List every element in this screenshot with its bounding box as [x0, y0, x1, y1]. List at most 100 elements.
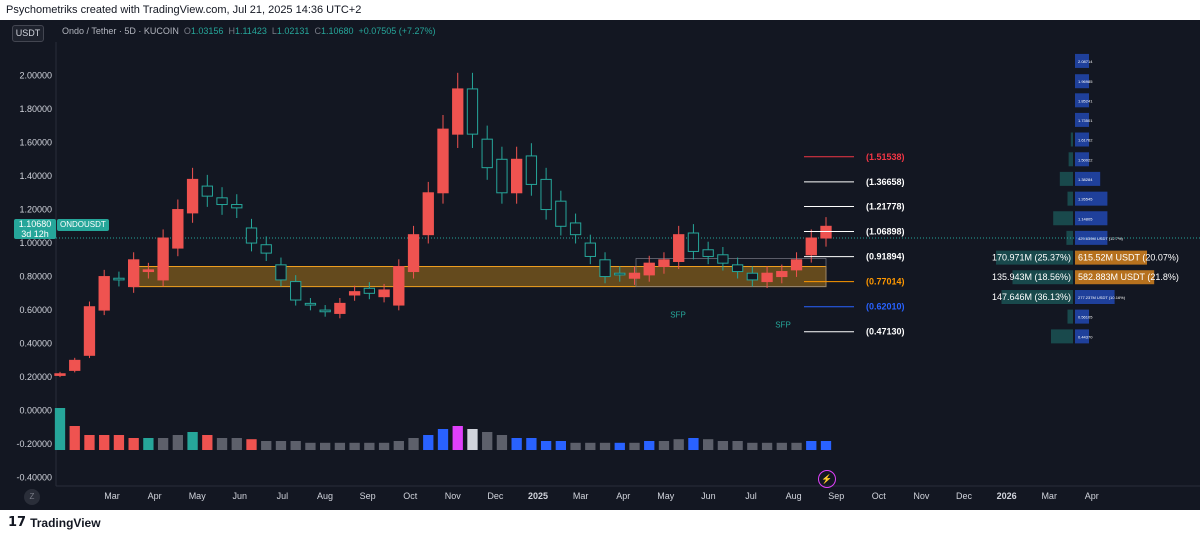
legend-open: 1.03156 [190, 26, 224, 36]
volume-bar [187, 432, 198, 450]
candle-body [820, 225, 832, 239]
candle-body [776, 271, 788, 278]
chart-canvas[interactable]: 2.00000 1.80000 1.60000 1.40000 1.20000 1.000… [0, 0, 1200, 510]
x-tick-label: May [189, 491, 207, 501]
sfp-annotation: SFP [670, 310, 686, 319]
candle-body [717, 254, 729, 264]
fib-level-label: (0.47130) [866, 327, 905, 337]
volume-bar [275, 441, 287, 450]
candle-body [628, 272, 641, 279]
volume-bar [688, 438, 699, 450]
sfp-annotation: SFP [775, 320, 791, 329]
x-tick-label: Jul [277, 491, 289, 501]
candle-body [304, 302, 317, 306]
fib-level-label: (1.06898) [866, 226, 905, 236]
candle-body [437, 128, 449, 194]
candle-body [69, 359, 81, 371]
candle-body [525, 155, 538, 185]
range-box [635, 258, 827, 287]
y-tick-label: 0.60000 [19, 305, 52, 315]
candle-body [98, 276, 110, 311]
vp-right-bar [1075, 329, 1089, 344]
y-tick-label: 0.00000 [19, 406, 52, 416]
volume-bar [319, 442, 331, 450]
vp-left-bar [1059, 171, 1073, 186]
candle-body [481, 138, 493, 169]
vp-left-label: 170.971M (25.37%) [992, 253, 1071, 263]
volume-bar [540, 441, 552, 450]
candle-body [422, 192, 434, 236]
time-zone-button[interactable]: Z [24, 489, 40, 505]
candle-body [172, 209, 184, 249]
candle-body [127, 259, 140, 288]
vp-right-bar [1075, 270, 1155, 285]
symbol-search-button[interactable]: USDT [12, 25, 44, 42]
volume-bar [614, 442, 625, 450]
x-tick-label: Oct [403, 491, 418, 501]
vp-right-bar [1075, 93, 1089, 108]
volume-bar [570, 442, 581, 450]
volume-bar [482, 432, 493, 450]
volume-bar [349, 442, 360, 450]
fib-level-label: (0.77014) [866, 277, 905, 287]
x-tick-label: Nov [445, 491, 462, 501]
candle-body [452, 88, 464, 135]
fib-level-label: (0.62010) [866, 302, 905, 312]
chart-legend: Ondo / Tether · 5D · KUCOIN O1.03156 H1.… [62, 26, 436, 36]
volume-bar [84, 435, 95, 450]
candle-body [363, 287, 376, 294]
x-tick-label: Mar [573, 491, 589, 501]
candle-body [584, 242, 596, 257]
x-tick-label: Aug [786, 491, 802, 501]
legend-change: +0.07505 (+7.27%) [358, 26, 436, 36]
volume-bar [423, 435, 434, 450]
vp-right-label: 2.08714 [1078, 59, 1093, 64]
vp-right-label: 1.14805 [1078, 216, 1093, 221]
tradingview-logo[interactable]: 17 TradingView [8, 515, 101, 530]
candle-body [746, 272, 759, 281]
candle-body [290, 281, 302, 301]
vp-right-label: 582.883M USDT (21.8%) [1078, 272, 1179, 282]
vp-right-label: 0.44370 [1078, 334, 1093, 339]
volume-bar [54, 408, 66, 450]
volume-bar [452, 426, 463, 450]
legend-h-label: H [228, 26, 235, 36]
vp-left-bar [996, 250, 1073, 265]
x-tick-label: Sep [828, 491, 844, 501]
volume-bar [261, 441, 272, 450]
y-tick-label: 2.00000 [19, 71, 52, 81]
y-tick-label: 1.00000 [19, 238, 52, 248]
footer-bar: 17 TradingView [0, 510, 1200, 533]
volume-bar [747, 442, 758, 450]
vp-left-bar [1066, 230, 1073, 245]
y-tick-label: 1.80000 [19, 104, 52, 114]
volume-bar [202, 435, 213, 450]
vp-left-bar [1051, 329, 1073, 344]
lightning-icon[interactable]: ⚡ [818, 470, 836, 488]
volume-bar [717, 441, 729, 450]
candle-body [510, 158, 523, 194]
volume-bar [526, 438, 537, 450]
x-tick-label: Dec [956, 491, 973, 501]
x-tick-label: Apr [148, 491, 162, 501]
y-tick-label: -0.40000 [16, 473, 52, 483]
candle-body [157, 237, 169, 281]
volume-bar [157, 438, 169, 450]
x-tick-label: 2026 [997, 491, 1017, 501]
candle-body [54, 373, 66, 376]
tradingview-logo-icon: 17 [8, 515, 27, 530]
y-tick-label: 1.40000 [19, 171, 52, 181]
volume-bar [364, 442, 375, 450]
vp-right-label: 615.52M USDT (20.07%) [1078, 253, 1179, 263]
volume-bar [128, 438, 139, 450]
volume-bar [761, 442, 773, 450]
volume-bar [511, 438, 522, 450]
fib-level-label: (1.51538) [866, 152, 905, 162]
candle-body [216, 197, 228, 206]
candle-body [761, 272, 773, 283]
volume-bar [820, 441, 832, 450]
candle-body [731, 264, 744, 273]
volume-bar [378, 442, 390, 450]
volume-bar [290, 441, 301, 450]
x-tick-label: Mar [1041, 491, 1057, 501]
